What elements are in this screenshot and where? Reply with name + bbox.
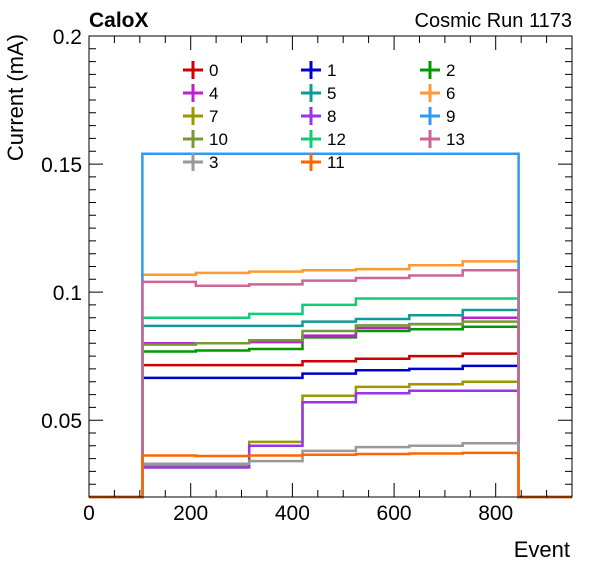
legend-label-10: 10 bbox=[209, 130, 228, 149]
x-tick-label: 200 bbox=[173, 502, 208, 525]
legend-marker-12 bbox=[301, 130, 321, 148]
legend-marker-1 bbox=[301, 61, 321, 79]
x-tick-label: 400 bbox=[275, 502, 310, 525]
legend: 0 1 24 5 67 8 910 12 133 11 bbox=[183, 61, 465, 172]
legend-label-1: 1 bbox=[327, 61, 336, 80]
y-tick-label: 0.05 bbox=[41, 410, 82, 433]
series-line-11 bbox=[89, 451, 572, 499]
x-tick-label: 0 bbox=[83, 502, 95, 525]
series-line-1 bbox=[89, 364, 572, 499]
legend-marker-7 bbox=[183, 107, 203, 125]
legend-label-7: 7 bbox=[209, 107, 218, 126]
y-tick-label: 0.1 bbox=[53, 282, 82, 305]
top-right-label: Cosmic Run 1173 bbox=[415, 10, 572, 32]
legend-label-8: 8 bbox=[327, 107, 336, 126]
series-line-5 bbox=[89, 308, 572, 499]
series-line-6 bbox=[89, 260, 572, 499]
series-line-12 bbox=[89, 297, 572, 499]
series-line-8 bbox=[89, 389, 572, 499]
legend-marker-0 bbox=[183, 61, 203, 79]
legend-marker-13 bbox=[420, 130, 440, 148]
legend-label-0: 0 bbox=[209, 61, 218, 80]
legend-marker-11 bbox=[301, 153, 321, 171]
series-line-10 bbox=[89, 320, 572, 499]
legend-marker-2 bbox=[420, 61, 440, 79]
plot-lines bbox=[89, 152, 572, 499]
series-line-2 bbox=[89, 325, 572, 499]
plot-frame bbox=[88, 35, 573, 498]
legend-marker-5 bbox=[301, 84, 321, 102]
x-tick-label: 800 bbox=[478, 502, 513, 525]
series-line-3 bbox=[89, 441, 572, 499]
series-line-13 bbox=[89, 269, 572, 499]
legend-label-3: 3 bbox=[209, 153, 218, 172]
series-line-0 bbox=[89, 352, 572, 499]
series-line-9 bbox=[89, 152, 572, 499]
legend-marker-9 bbox=[420, 107, 440, 125]
y-tick-label: 0.2 bbox=[53, 26, 82, 49]
legend-label-13: 13 bbox=[446, 130, 465, 149]
legend-label-4: 4 bbox=[209, 84, 218, 103]
legend-label-2: 2 bbox=[446, 61, 455, 80]
legend-label-6: 6 bbox=[446, 84, 455, 103]
series-line-4 bbox=[89, 316, 572, 499]
top-left-label: CaloX bbox=[89, 9, 149, 32]
legend-marker-3 bbox=[183, 153, 203, 171]
legend-marker-6 bbox=[420, 84, 440, 102]
legend-marker-10 bbox=[183, 130, 203, 148]
legend-label-5: 5 bbox=[327, 84, 336, 103]
legend-label-12: 12 bbox=[327, 130, 346, 149]
legend-label-11: 11 bbox=[327, 153, 345, 172]
tick-labels: 0 200 400 600 800 0.05 0.1 0.15 0.2 bbox=[41, 26, 513, 525]
x-tick-label: 600 bbox=[377, 502, 412, 525]
legend-marker-8 bbox=[301, 107, 321, 125]
legend-marker-4 bbox=[183, 84, 203, 102]
legend-label-9: 9 bbox=[446, 107, 455, 126]
y-tick-label: 0.15 bbox=[41, 154, 82, 177]
y-axis-label: Current (mA) bbox=[3, 34, 28, 161]
x-axis-label: Event bbox=[514, 537, 570, 562]
